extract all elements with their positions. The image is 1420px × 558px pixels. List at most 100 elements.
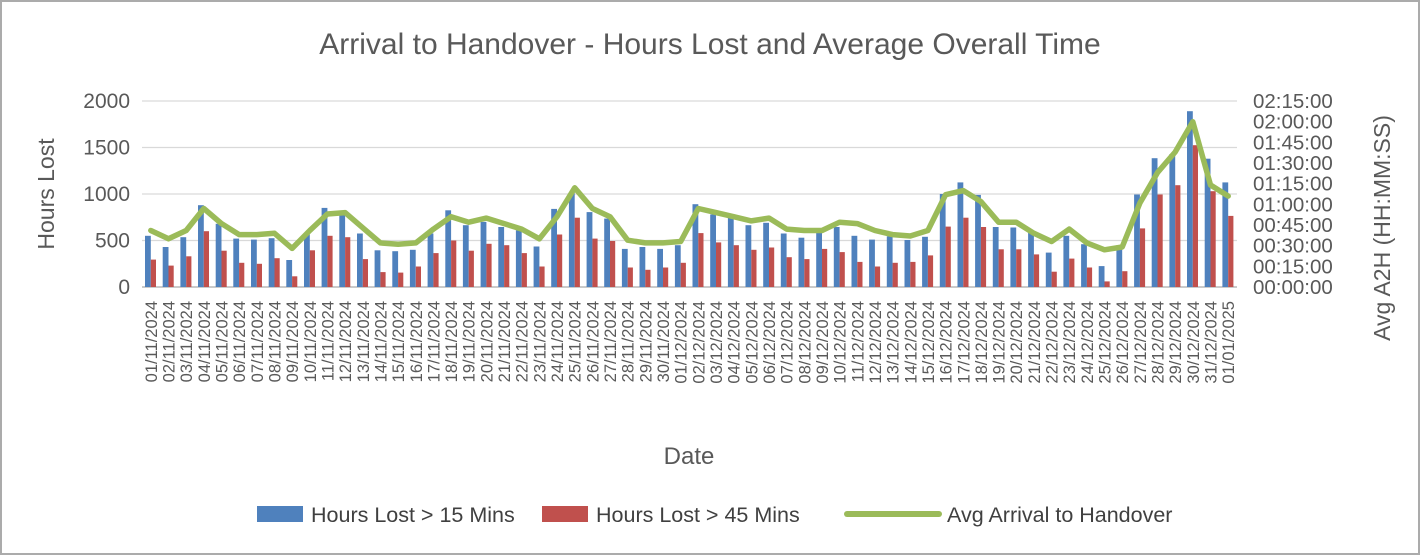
bar-hours-lost-gt15 <box>604 218 610 287</box>
bar-hours-lost-gt45 <box>963 217 969 287</box>
x-axis-date-label: 24/11/2024 <box>549 301 567 382</box>
bar-hours-lost-gt15 <box>833 227 840 287</box>
bar-hours-lost-gt15 <box>1010 227 1017 287</box>
bar-hours-lost-gt15 <box>321 207 328 287</box>
bar-hours-lost-gt15 <box>710 214 716 287</box>
x-axis-date-label: 13/11/2024 <box>355 301 373 382</box>
x-axis-date-label: 21/11/2024 <box>496 301 514 382</box>
x-axis-date-label: 10/12/2024 <box>832 301 850 384</box>
legend: Hours Lost > 15 Mins Hours Lost > 45 Mins… <box>257 503 1172 527</box>
x-axis-date-label: 08/11/2024 <box>267 301 285 382</box>
bar-hours-lost-gt15 <box>1187 111 1193 287</box>
x-axis-date-label: 29/11/2024 <box>637 301 655 382</box>
bar-hours-lost-gt45 <box>539 266 545 287</box>
bar-hours-lost-gt45 <box>857 261 863 287</box>
bar-hours-lost-gt45 <box>592 238 598 287</box>
bar-hours-lost-gt45 <box>221 250 227 287</box>
bar-hours-lost-gt15 <box>551 208 557 287</box>
bar-hours-lost-gt15 <box>1028 232 1034 287</box>
bar-hours-lost-gt45 <box>998 249 1004 287</box>
bar-hours-lost-gt45 <box>150 259 156 287</box>
x-axis-date-label: 26/12/2024 <box>1114 301 1132 384</box>
x-axis-date-label: 06/12/2024 <box>761 301 779 384</box>
x-axis-date-label: 16/12/2024 <box>938 301 956 384</box>
x-axis-date-label: 15/11/2024 <box>390 301 408 382</box>
x-axis-date-label: 04/12/2024 <box>726 301 744 384</box>
bar-hours-lost-gt45 <box>927 255 934 287</box>
x-axis-date-label: 03/11/2024 <box>178 301 196 382</box>
x-axis-date-label: 07/11/2024 <box>249 301 267 382</box>
bar-hours-lost-gt45 <box>380 272 386 287</box>
right-axis-tick-label: 01:30:00 <box>1253 152 1333 175</box>
bar-hours-lost-gt15 <box>304 234 310 287</box>
x-axis-date-label: 16/11/2024 <box>408 301 426 382</box>
bar-hours-lost-gt45 <box>1175 185 1181 287</box>
bar-hours-lost-gt15 <box>286 260 293 287</box>
bar-hours-lost-gt15 <box>445 210 452 287</box>
bar-hours-lost-gt15 <box>798 237 805 287</box>
bar-hours-lost-gt15 <box>1134 194 1140 287</box>
x-axis-date-label: 24/12/2024 <box>1079 301 1097 384</box>
bar-hours-lost-gt15 <box>1222 182 1229 287</box>
bar-hours-lost-gt45 <box>1228 215 1234 287</box>
x-axis-date-label: 12/12/2024 <box>867 301 885 384</box>
right-axis-tick-label: 02:00:00 <box>1253 111 1333 134</box>
bar-hours-lost-gt45 <box>804 259 810 287</box>
bar-hours-lost-gt15 <box>462 225 469 287</box>
x-axis-date-label: 07/12/2024 <box>779 301 797 384</box>
bar-hours-lost-gt15 <box>869 239 875 287</box>
bar-hours-lost-gt45 <box>486 243 492 287</box>
bar-hours-lost-gt15 <box>763 222 769 287</box>
bar-hours-lost-gt15 <box>1204 158 1211 287</box>
bar-hours-lost-gt45 <box>274 258 280 287</box>
bar-hours-lost-gt45 <box>309 250 315 287</box>
legend-item: Avg Arrival to Handover <box>844 503 1172 527</box>
x-axis-date-label: 06/11/2024 <box>231 301 249 382</box>
x-axis-date-label: 01/01/2025 <box>1220 301 1238 384</box>
bar-hours-lost-gt45 <box>1033 254 1040 287</box>
right-axis-tick-label: 01:00:00 <box>1253 193 1333 216</box>
x-axis-date-label: 30/11/2024 <box>655 301 673 382</box>
left-axis-tick-labels: 0 500 1000 1500 2000 <box>83 90 130 299</box>
bar-hours-lost-gt45 <box>574 217 580 287</box>
x-axis-date-label: 09/11/2024 <box>284 301 302 382</box>
bar-hours-lost-gt45 <box>1016 249 1022 287</box>
right-axis-tick-label: 01:45:00 <box>1253 131 1333 154</box>
bar-hours-lost-gt15 <box>1116 245 1123 287</box>
bar-hours-lost-gt15 <box>1063 235 1070 287</box>
x-axis-date-label: 14/11/2024 <box>372 301 390 382</box>
x-axis-date-label: 15/12/2024 <box>920 301 938 384</box>
x-axis-date-label: 30/12/2024 <box>1185 301 1203 384</box>
bar-hours-lost-gt15 <box>1098 266 1105 287</box>
bar-hours-lost-gt45 <box>186 256 192 287</box>
bar-hours-lost-gt45 <box>1192 145 1198 287</box>
legend-label: Hours Lost > 15 Mins <box>311 503 515 527</box>
bar-hours-lost-gt45 <box>751 249 757 287</box>
chart-title: Arrival to Handover - Hours Lost and Ave… <box>319 28 1100 61</box>
bar-hours-lost-gt45 <box>1069 258 1075 287</box>
x-axis-date-label: 05/12/2024 <box>743 301 761 384</box>
bar-hours-lost-gt45 <box>892 262 898 287</box>
bar-hours-lost-gt45 <box>327 235 333 287</box>
x-axis-date-label: 02/12/2024 <box>690 301 708 384</box>
x-axis-date-label: 10/11/2024 <box>302 301 320 382</box>
bar-hours-lost-gt45 <box>1157 194 1163 287</box>
bar-hours-lost-gt15 <box>233 238 240 287</box>
bar-hours-lost-gt45 <box>415 266 421 287</box>
bar-hours-lost-gt45 <box>468 250 474 287</box>
bar-hours-lost-gt15 <box>745 225 752 287</box>
bar-hours-lost-gt15 <box>639 247 646 287</box>
bar-hours-lost-gt45 <box>168 265 174 287</box>
legend-item: Hours Lost > 45 Mins <box>542 503 800 527</box>
x-axis-date-label: 23/12/2024 <box>1061 301 1079 384</box>
bar-hours-lost-gt45 <box>980 227 987 287</box>
bar-hours-lost-gt15 <box>215 223 222 287</box>
bar-hours-lost-gt45 <box>203 231 209 287</box>
bar-hours-lost-gt45 <box>345 237 351 287</box>
x-axis-date-label: 01/12/2024 <box>673 301 691 384</box>
bar-hours-lost-gt15 <box>198 205 204 287</box>
x-axis-title: Date <box>664 443 715 470</box>
bar-hours-lost-gt45 <box>698 233 704 287</box>
bar-hours-lost-gt45 <box>557 234 563 287</box>
